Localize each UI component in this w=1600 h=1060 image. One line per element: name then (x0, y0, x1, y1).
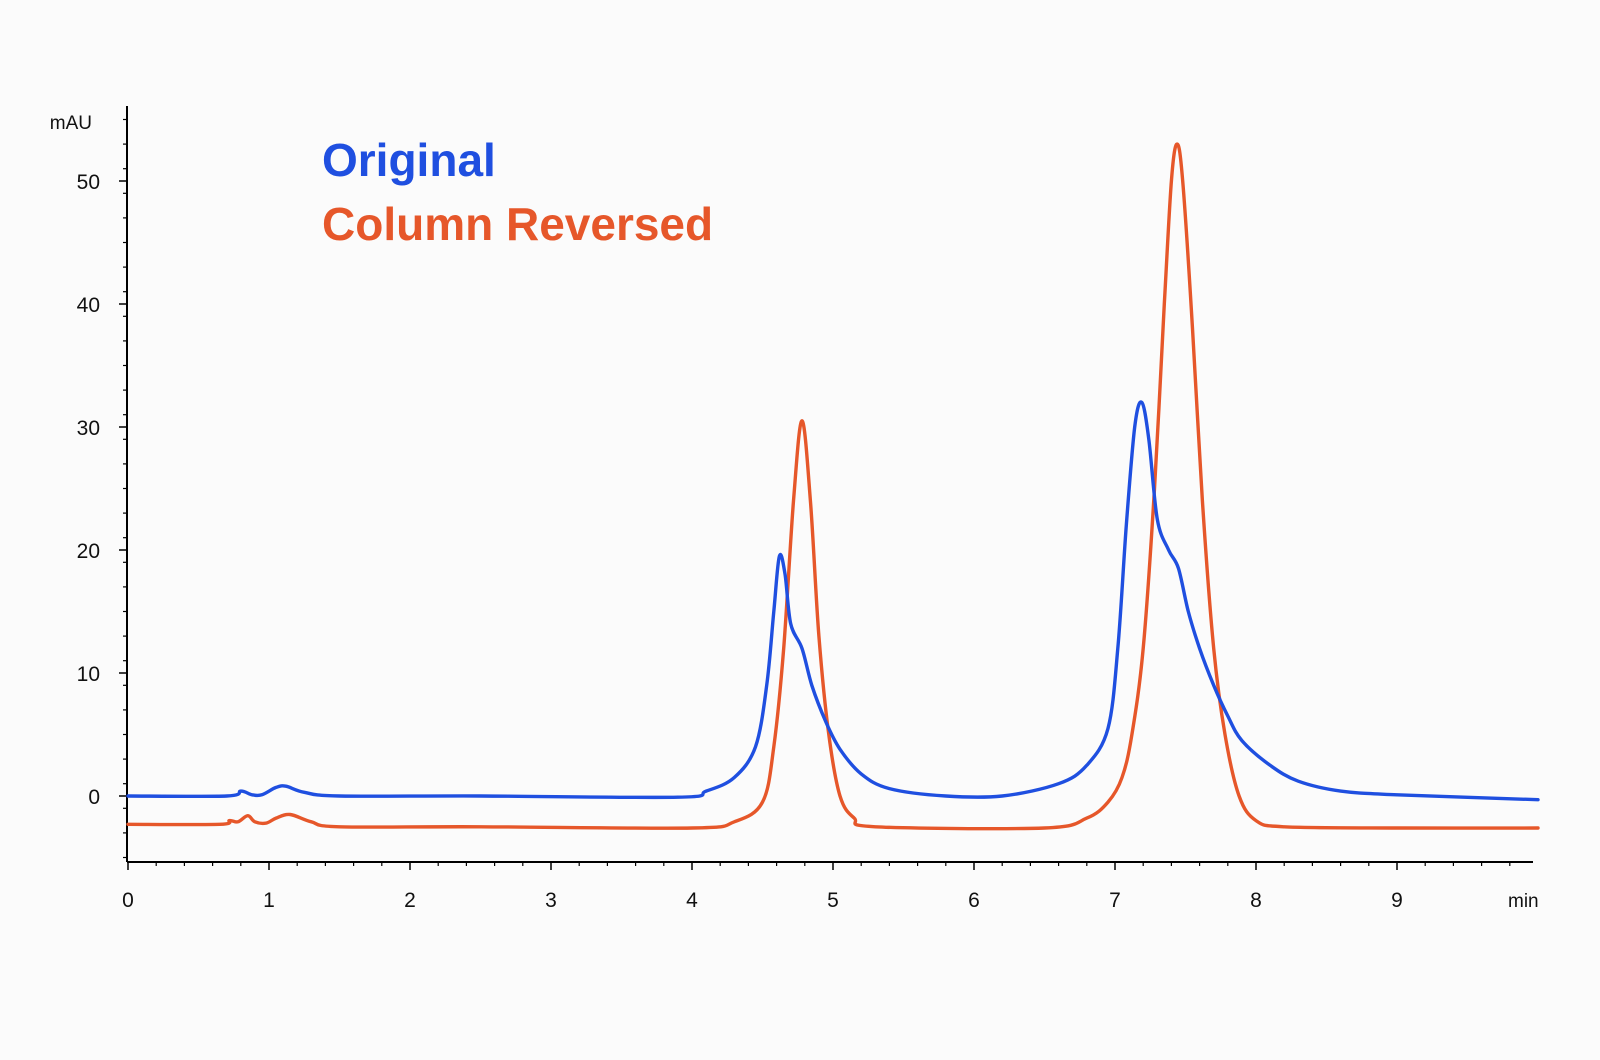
x-tick-label: 8 (1250, 889, 1262, 912)
y-axis-label: mAU (50, 113, 92, 134)
series-line-column-reversed (126, 142, 1540, 831)
y-tick-label: 50 (77, 171, 100, 194)
axes: 0 10 20 30 40 50 0 1 2 3 4 5 6 7 8 9 (77, 106, 1533, 912)
y-tick-label: 30 (77, 417, 100, 440)
y-tick-label: 10 (77, 663, 100, 686)
plot-lines (126, 142, 1540, 831)
y-tick-label: 40 (77, 294, 100, 317)
legend-label-original: Original (322, 134, 496, 186)
x-tick-label: 1 (263, 889, 275, 912)
legend-label-column-reversed: Column Reversed (322, 198, 713, 250)
x-tick-label: 0 (122, 889, 134, 912)
x-tick-label: 2 (404, 889, 416, 912)
x-tick-label: 5 (827, 889, 839, 912)
x-tick-label: 6 (968, 889, 980, 912)
y-tick-label: 20 (77, 540, 100, 563)
x-tick-label: 7 (1109, 889, 1121, 912)
x-axis-label: min (1508, 891, 1539, 912)
series-line-original (126, 400, 1540, 802)
x-tick-label: 3 (545, 889, 557, 912)
y-tick-label: 0 (88, 786, 100, 809)
x-tick-label: 9 (1391, 889, 1403, 912)
legend: Original Column Reversed (322, 134, 713, 250)
x-tick-label: 4 (686, 889, 698, 912)
